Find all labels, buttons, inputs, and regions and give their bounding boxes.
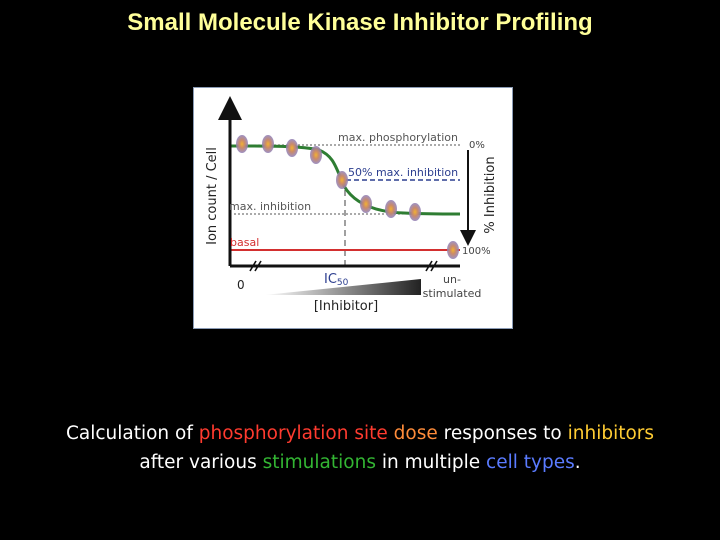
caption-line-2: after various stimulations in multiple c… <box>20 448 700 477</box>
right-axis-label: % Inhibition <box>483 156 498 233</box>
max-phosphorylation-label: max. phosphorylation <box>338 131 458 144</box>
cell-marker <box>310 146 322 164</box>
caption-inhibitors: inhibitors <box>567 423 655 444</box>
ic50-main: IC <box>324 272 337 287</box>
x-axis-label: [Inhibitor] <box>314 299 378 314</box>
x-axis-break-right <box>425 260 438 272</box>
max-inhibition-label: max. inhibition <box>229 200 311 213</box>
cell-marker <box>286 139 298 157</box>
cell-marker <box>447 241 459 259</box>
y-axis-label: Ion count / Cell <box>205 147 220 245</box>
x-zero-label: 0 <box>237 278 245 292</box>
half-max-inhibition-label: 50% max. inhibition <box>348 166 458 179</box>
dose-response-figure: Ion count / Cell % Inhibition 0% 100% ma… <box>193 87 513 329</box>
caption-site: site <box>354 423 388 444</box>
caption-text: in multiple <box>375 452 487 473</box>
caption-dose: dose <box>393 423 438 444</box>
caption-phosphorylation: phosphorylation <box>198 423 349 444</box>
dose-response-diagram: Ion count / Cell % Inhibition 0% 100% ma… <box>205 96 498 314</box>
right-tick-top: 0% <box>469 140 485 151</box>
caption-stimulations: stimulations <box>262 452 376 473</box>
slide-title: Small Molecule Kinase Inhibitor Profilin… <box>127 9 593 36</box>
ic50-subscript: 50 <box>337 278 349 288</box>
caption: Calculation of phosphorylation site dose… <box>20 419 700 477</box>
cell-marker <box>336 171 348 189</box>
caption-cell-types: cell types <box>486 452 575 473</box>
basal-label: basal <box>230 236 259 249</box>
caption-text: . <box>574 452 581 473</box>
cell-marker <box>385 200 397 218</box>
cell-marker <box>262 135 274 153</box>
cell-markers <box>236 135 459 259</box>
cell-marker <box>236 135 248 153</box>
cell-marker <box>360 195 372 213</box>
unstimulated-label-line2: stimulated <box>423 287 482 300</box>
x-axis-break-left <box>249 260 262 272</box>
right-tick-bottom: 100% <box>462 246 491 257</box>
unstimulated-label-line1: un- <box>443 273 461 286</box>
concentration-wedge <box>264 279 421 295</box>
caption-text: Calculation of <box>65 423 199 444</box>
caption-text: after various <box>139 452 263 473</box>
cell-marker <box>409 203 421 221</box>
caption-line-1: Calculation of phosphorylation site dose… <box>20 419 700 448</box>
caption-text: responses to <box>437 423 568 444</box>
ic50-label: IC50 <box>324 272 349 288</box>
